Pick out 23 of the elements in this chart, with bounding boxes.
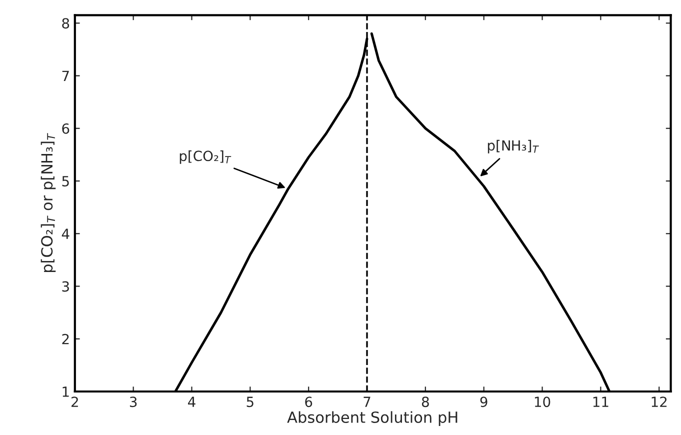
y-tick-label: 2	[62, 334, 69, 344]
y-tick-label: 3	[62, 281, 69, 292]
y-tick-label: 1	[62, 386, 69, 397]
x-axis-title: Absorbent Solution pH	[287, 411, 458, 426]
x-tick-label: 3	[130, 396, 137, 408]
x-tick-label: 8	[422, 396, 429, 408]
annotation: p[CO₂]$_{T}$	[180, 150, 232, 164]
x-tick-label: 5	[246, 396, 254, 408]
x-tick-label: 9	[480, 396, 488, 408]
x-tick-label: 12	[652, 396, 667, 407]
x-tick-label: 10	[534, 396, 550, 408]
x-tick-label: 11	[593, 396, 608, 407]
x-tick-label: 7	[364, 396, 370, 407]
annotation: p[NH₃]$_{T}$	[488, 140, 539, 154]
y-axis-title: p[CO₂]$_{T}$ or p[NH₃]$_{T}$	[40, 133, 56, 272]
x-tick-label: 2	[72, 396, 78, 407]
y-tick-label: 5	[62, 176, 69, 186]
y-tick-label: 8	[62, 18, 70, 29]
y-tick-label: 6	[62, 123, 70, 134]
y-tick-label: 4	[62, 228, 70, 239]
x-tick-label: 4	[188, 396, 196, 407]
y-tick-label: 7	[62, 70, 69, 82]
x-tick-label: 6	[305, 396, 312, 408]
